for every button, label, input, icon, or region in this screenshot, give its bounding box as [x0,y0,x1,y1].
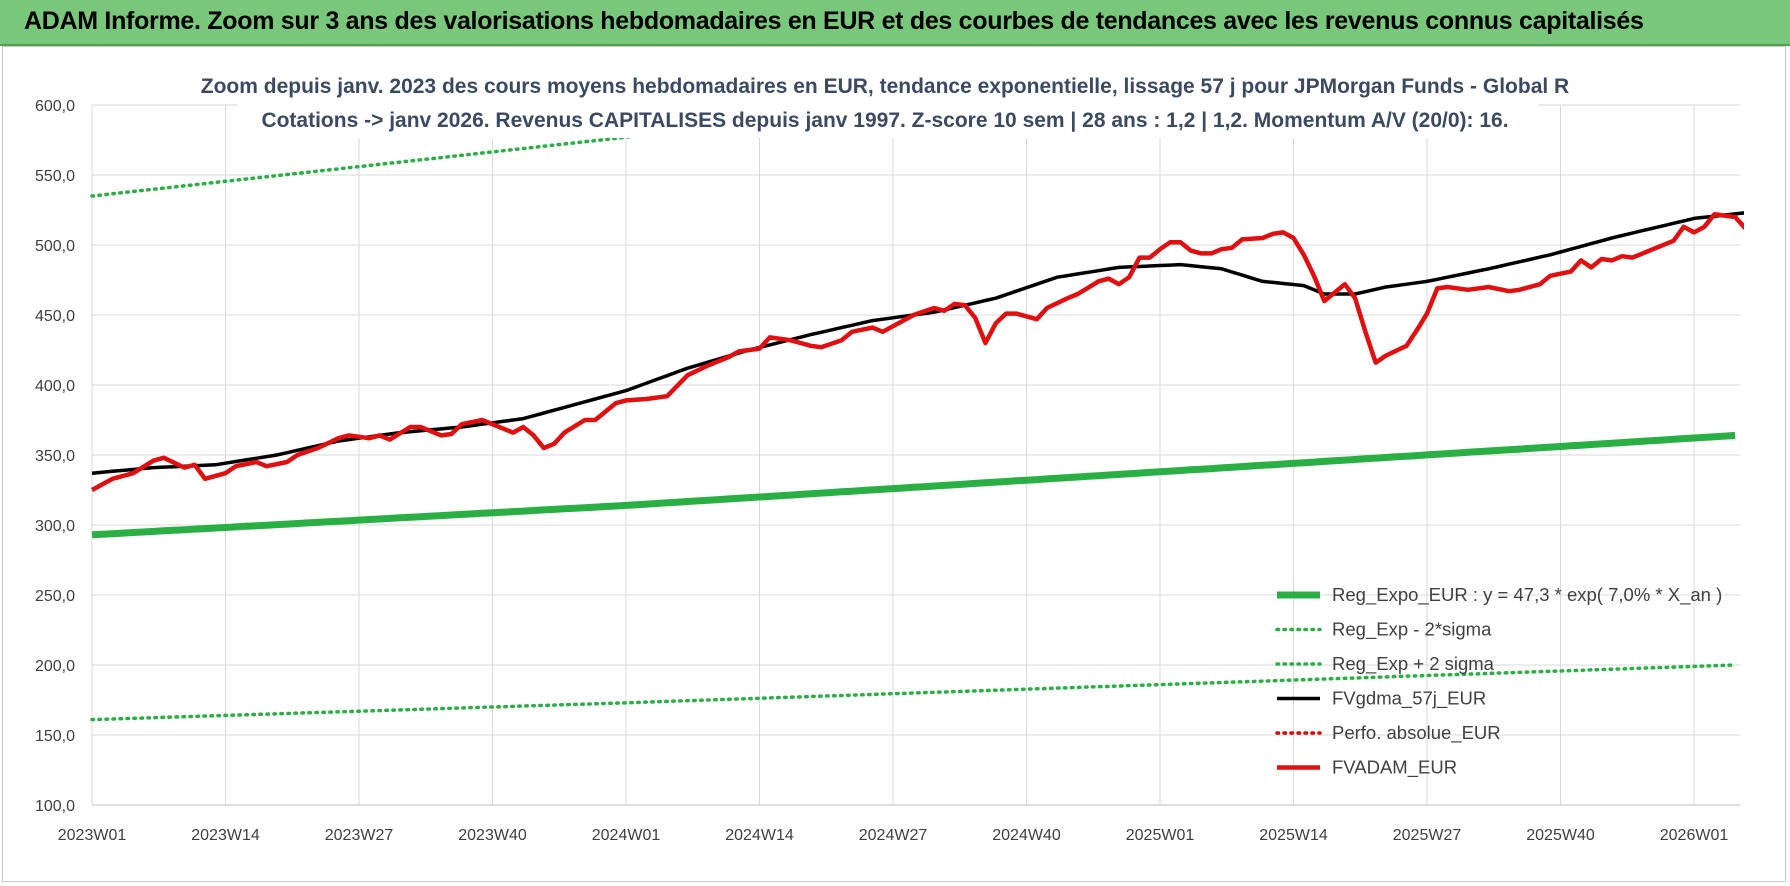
report-banner: ADAM Informe. Zoom sur 3 ans des valoris… [0,0,1790,46]
y-tick-label: 450,0 [35,308,75,325]
y-tick-label: 250,0 [35,588,75,605]
legend-label: FVgdma_57j_EUR [1332,688,1486,710]
y-tick-label: 200,0 [35,658,75,675]
x-tick-label: 2024W14 [725,827,794,844]
legend-item: Reg_Exp - 2*sigma [1275,619,1492,641]
x-tick-label: 2023W14 [191,827,260,844]
chart-subtitle: Cotations -> janv 2026. Revenus CAPITALI… [261,109,1508,132]
x-tick-label: 2024W27 [859,827,928,844]
legend-item: Reg_Exp + 2 sigma [1275,653,1495,675]
x-tick-label: 2023W40 [458,827,527,844]
x-tick-label: 2026W01 [1660,827,1729,844]
x-axis: 2023W01 2023W14 2023W27 2023W40 2024W01 2024W… [58,804,1740,844]
x-tick-label: 2025W14 [1259,827,1328,844]
x-tick-label: 2023W27 [325,827,394,844]
y-tick-label: 300,0 [35,518,75,535]
legend-label: Reg_Exp + 2 sigma [1332,653,1495,675]
legend-label: Reg_Expo_EUR : y = 47,3 * exp( 7,0% * X_… [1332,584,1722,606]
y-axis: 600,0 550,0 500,0 450,0 400,0 350,0 300,0 250,0… [35,98,75,815]
y-tick-label: 400,0 [35,378,75,395]
chart-frame [2,46,1786,882]
legend-item: Reg_Expo_EUR : y = 47,3 * exp( 7,0% * X_… [1277,584,1722,606]
x-tick-label: 2024W40 [992,827,1061,844]
trend-series [91,431,1736,539]
y-tick-label: 500,0 [35,238,75,255]
legend-label: Reg_Exp - 2*sigma [1332,619,1492,641]
legend-item: FVADAM_EUR [1277,757,1457,779]
x-tick-label: 2024W01 [592,827,661,844]
x-tick-label: 2025W40 [1526,827,1595,844]
series-layer [90,68,1744,722]
smoothed-series [91,211,1744,475]
y-tick-label: 550,0 [35,168,75,185]
title-background [238,68,1538,138]
y-tick-label: 350,0 [35,448,75,465]
legend: Reg_Expo_EUR : y = 47,3 * exp( 7,0% * X_… [1275,584,1722,779]
chart-titles: Zoom depuis janv. 2023 des cours moyens … [201,75,1569,132]
band-lower-series [90,663,1737,722]
y-tick-label: 100,0 [35,798,75,815]
y-tick-label: 150,0 [35,728,75,745]
legend-label: Perfo. absolue_EUR [1332,722,1501,744]
price-series [90,211,1744,492]
x-tick-label: 2025W27 [1393,827,1462,844]
band-upper-series [90,105,921,198]
x-tick-label: 2025W01 [1126,827,1195,844]
gridlines [91,104,1740,806]
chart-title: Zoom depuis janv. 2023 des cours moyens … [201,75,1569,98]
legend-item: Perfo. absolue_EUR [1275,722,1501,744]
x-tick-label: 2023W01 [58,827,127,844]
legend-label: FVADAM_EUR [1332,757,1457,779]
y-tick-label: 600,0 [35,98,75,115]
report-title: ADAM Informe. Zoom sur 3 ans des valoris… [24,7,1644,35]
legend-item: FVgdma_57j_EUR [1277,688,1486,710]
